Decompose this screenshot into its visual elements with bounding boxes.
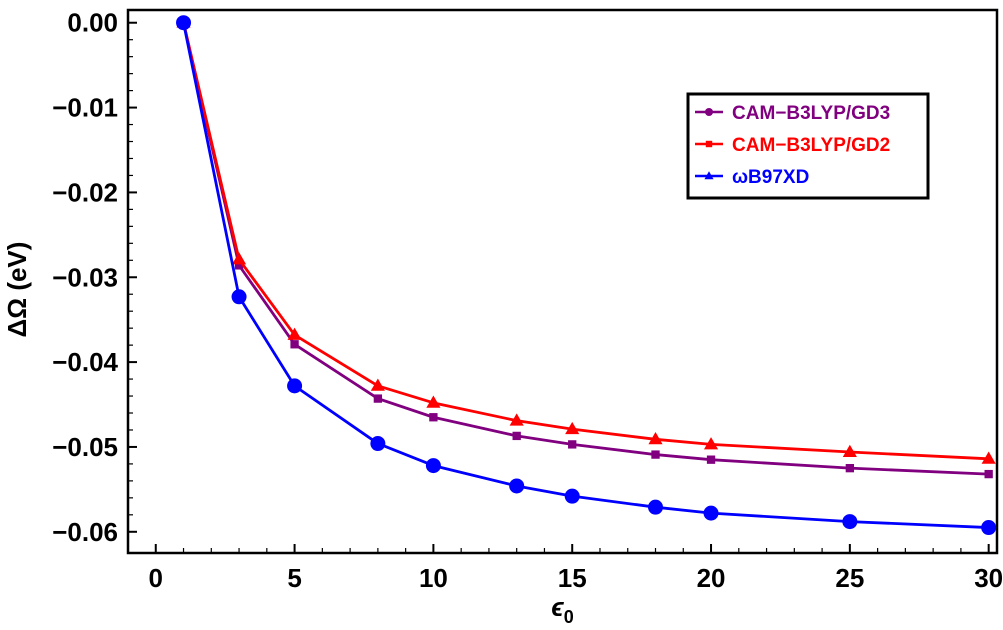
data-point: [425, 458, 441, 474]
plot-frame: [126, 8, 999, 555]
data-point: [287, 327, 302, 340]
data-point: [568, 440, 577, 449]
x-axis-title-subscript: 0: [564, 607, 574, 627]
y-tick-label: −0.06: [52, 517, 118, 547]
y-tick-label: −0.03: [52, 262, 118, 292]
series-layer: [176, 15, 997, 536]
y-tick-label: −0.02: [52, 177, 118, 207]
legend-item: ωB97XD: [695, 167, 809, 188]
x-tick-label: 5: [287, 563, 301, 593]
data-point: [564, 488, 580, 504]
data-point: [373, 394, 383, 403]
legend: CAM−B3LYP/GD3 CAM−B3LYP/GD2 ωB97XD: [686, 92, 930, 200]
legend-label: CAM−B3LYP/GD3: [732, 103, 890, 124]
series-line: [182, 22, 989, 476]
data-point: [565, 421, 580, 435]
legend-label: CAM−B3LYP/GD2: [732, 135, 890, 156]
y-axis: 0.00 −0.01 −0.02 −0.03 −0.04 −0.05 −0.06: [52, 8, 137, 547]
legend-item: CAM−B3LYP/GD3: [695, 103, 890, 124]
y-tick-label: −0.04: [52, 347, 118, 377]
data-point: [651, 450, 660, 459]
data-point: [703, 505, 719, 521]
data-point: [231, 252, 247, 265]
data-point: [981, 451, 996, 464]
legend-box: [686, 92, 930, 200]
x-axis-title: ϵ0: [551, 592, 573, 627]
x-tick-label: 10: [419, 563, 448, 593]
data-point: [648, 499, 664, 515]
data-point: [231, 289, 247, 305]
x-tick-label: 0: [149, 563, 163, 593]
data-point: [512, 431, 521, 441]
data-point: [842, 514, 858, 530]
data-point: [704, 171, 714, 180]
x-tick-label: 30: [974, 563, 1003, 593]
data-point: [842, 444, 857, 457]
data-point: [290, 340, 299, 349]
series-1: [179, 18, 993, 479]
data-point: [705, 108, 713, 116]
y-tick-label: 0.00: [67, 8, 118, 38]
x-tick-label: 20: [697, 563, 726, 593]
data-point: [705, 140, 713, 148]
x-axis-title-symbol: ϵ: [551, 592, 564, 622]
data-point: [370, 436, 386, 452]
data-point: [287, 378, 303, 394]
y-tick-label: −0.05: [52, 432, 118, 462]
y-axis-title: ΔΩ (eV): [2, 242, 32, 338]
data-point: [426, 395, 441, 408]
data-point: [370, 378, 385, 391]
legend-item: CAM−B3LYP/GD2: [695, 135, 890, 156]
data-point: [509, 413, 524, 426]
data-point: [845, 463, 855, 473]
data-point: [234, 261, 244, 270]
y-tick-label: −0.01: [52, 93, 118, 123]
series-2: [176, 15, 996, 464]
data-point: [648, 432, 663, 445]
data-point: [706, 455, 716, 464]
series-3: [176, 15, 997, 536]
x-tick-label: 15: [558, 563, 587, 593]
x-axis: 0 5 10 15 20 25 30: [149, 544, 1003, 593]
data-point: [703, 437, 719, 450]
data-point: [981, 520, 997, 536]
data-point: [429, 413, 438, 422]
legend-label: ωB97XD: [732, 167, 809, 188]
data-point: [176, 15, 192, 31]
x-tick-label: 25: [835, 563, 864, 593]
data-point: [509, 478, 525, 494]
data-point: [984, 469, 993, 479]
